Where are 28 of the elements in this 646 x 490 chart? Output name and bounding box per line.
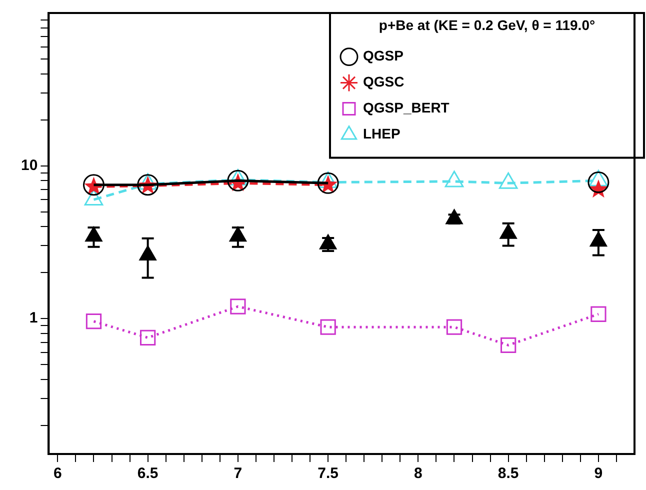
x-tick-label: 7 — [234, 465, 242, 482]
x-tick-label: 8.5 — [498, 465, 519, 482]
point — [230, 298, 246, 314]
point — [498, 172, 518, 189]
point — [138, 173, 158, 190]
point — [228, 169, 248, 186]
legend-title: p+Be at (KE = 0.2 GeV, θ = 119.0° — [378, 16, 596, 33]
point — [84, 188, 104, 206]
point — [589, 170, 608, 186]
point — [444, 170, 464, 188]
x-tick-label: 6 — [54, 465, 62, 482]
x-tick-label: 6.5 — [137, 465, 158, 482]
point — [500, 337, 516, 354]
point — [318, 172, 338, 188]
legend-label: QGSC — [363, 74, 404, 90]
legend-label: QGSP_BERT — [363, 100, 450, 116]
point — [140, 330, 156, 346]
point — [446, 319, 462, 335]
point — [86, 313, 102, 330]
point — [320, 319, 336, 335]
y-tick-label: 10 — [20, 156, 38, 174]
point — [590, 306, 606, 322]
legend-label: QGSP — [363, 48, 404, 64]
x-tick-label: 7.5 — [318, 465, 339, 482]
legend-label: LHEP — [363, 126, 400, 142]
x-tick-label: 9 — [594, 465, 603, 482]
y-tick-label: 1 — [29, 310, 38, 327]
x-tick-label: 8 — [414, 465, 422, 482]
